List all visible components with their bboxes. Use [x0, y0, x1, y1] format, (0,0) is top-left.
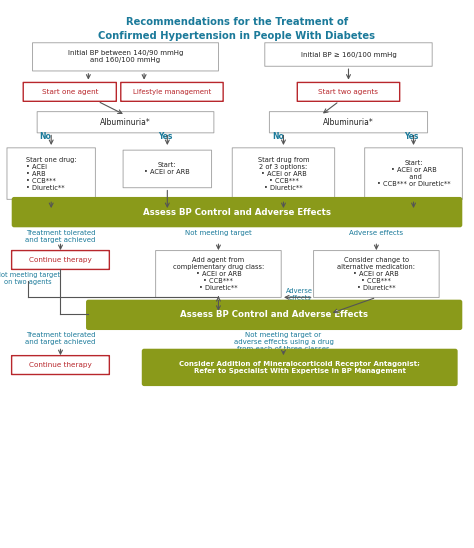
Text: Treatment tolerated
and target achieved: Treatment tolerated and target achieved [25, 230, 96, 243]
FancyBboxPatch shape [232, 148, 335, 199]
FancyBboxPatch shape [121, 82, 223, 101]
Text: Treatment tolerated
and target achieved: Treatment tolerated and target achieved [25, 333, 96, 345]
Text: Assess BP Control and Adverse Effects: Assess BP Control and Adverse Effects [143, 208, 331, 216]
Text: Adverse
effects: Adverse effects [286, 288, 313, 301]
FancyBboxPatch shape [23, 82, 116, 101]
FancyBboxPatch shape [142, 349, 457, 386]
Text: Continue therapy: Continue therapy [29, 257, 92, 263]
Text: Not meeting target
on two agents: Not meeting target on two agents [0, 272, 60, 284]
FancyBboxPatch shape [123, 150, 211, 188]
Text: Assess BP Control and Adverse Effects: Assess BP Control and Adverse Effects [180, 310, 368, 319]
Text: No: No [39, 132, 52, 141]
Text: Not meeting target or
adverse effects using a drug
from each of three classes: Not meeting target or adverse effects us… [234, 333, 333, 352]
Text: Confirmed Hypertension in People With Diabetes: Confirmed Hypertension in People With Di… [99, 31, 375, 41]
Text: Initial BP ≥ 160/100 mmHg: Initial BP ≥ 160/100 mmHg [301, 52, 396, 58]
Text: Start:
• ACEi or ARB: Start: • ACEi or ARB [145, 162, 190, 175]
Text: Start one drug:
• ACEi
• ARB
• CCB***
• Diuretic**: Start one drug: • ACEi • ARB • CCB*** • … [26, 157, 76, 191]
Text: Lifestyle management: Lifestyle management [133, 89, 211, 95]
Text: Continue therapy: Continue therapy [29, 362, 92, 368]
Text: Start two agents: Start two agents [319, 89, 378, 95]
Text: Adverse effects: Adverse effects [349, 230, 403, 236]
Text: Start:
• ACEi or ARB
  and
• CCB*** or Diuretic**: Start: • ACEi or ARB and • CCB*** or Diu… [377, 160, 450, 187]
FancyBboxPatch shape [314, 250, 439, 298]
Text: Not meeting target: Not meeting target [185, 230, 252, 236]
Text: Yes: Yes [158, 132, 173, 141]
FancyBboxPatch shape [86, 300, 462, 330]
Text: Recommendations for the Treatment of: Recommendations for the Treatment of [126, 17, 348, 27]
FancyBboxPatch shape [265, 43, 432, 66]
Text: Yes: Yes [404, 132, 419, 141]
Text: Initial BP between 140/90 mmHg
and 160/100 mmHg: Initial BP between 140/90 mmHg and 160/1… [68, 50, 183, 64]
FancyBboxPatch shape [269, 112, 428, 133]
Text: Consider change to
alternative medication:
• ACEi or ARB
• CCB***
• Diuretic**: Consider change to alternative medicatio… [337, 257, 415, 291]
FancyBboxPatch shape [37, 112, 214, 133]
FancyBboxPatch shape [155, 250, 281, 298]
FancyBboxPatch shape [12, 197, 462, 227]
Text: Consider Addition of Mineralocorticoid Receptor Antagonist;
Refer to Specialist : Consider Addition of Mineralocorticoid R… [179, 361, 420, 374]
FancyBboxPatch shape [297, 82, 400, 101]
Text: No: No [272, 132, 284, 141]
FancyBboxPatch shape [365, 148, 462, 199]
FancyBboxPatch shape [7, 148, 95, 199]
Text: Start one agent: Start one agent [42, 89, 98, 95]
Text: Add agent from
complementary drug class:
• ACEi or ARB
• CCB***
• Diuretic**: Add agent from complementary drug class:… [173, 257, 264, 291]
FancyBboxPatch shape [33, 43, 219, 71]
Text: Albuminuria*: Albuminuria* [100, 118, 151, 127]
FancyBboxPatch shape [12, 356, 109, 374]
Text: Start drug from
2 of 3 options:
• ACEi or ARB
• CCB***
• Diuretic**: Start drug from 2 of 3 options: • ACEi o… [258, 157, 309, 191]
Text: Albuminuria*: Albuminuria* [323, 118, 374, 127]
FancyBboxPatch shape [12, 250, 109, 270]
